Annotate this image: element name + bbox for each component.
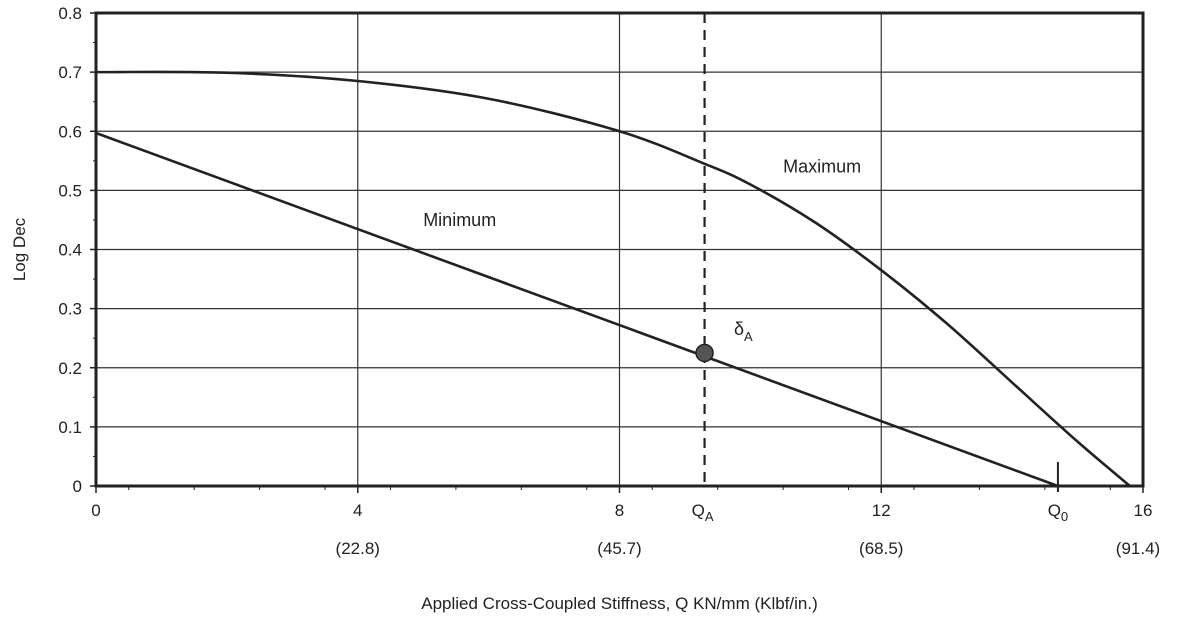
y-tick-label: 0.3 <box>58 300 82 319</box>
series-line-minimum <box>95 131 1059 488</box>
y-tick-label: 0.6 <box>58 122 82 141</box>
series-line-maximum <box>95 70 1131 487</box>
delta-a-label: δA <box>734 319 753 344</box>
y-tick-label: 0.2 <box>58 359 82 378</box>
delta-a-point <box>695 343 714 363</box>
y-tick-label: 0.7 <box>58 63 82 82</box>
y-tick-label: 0.5 <box>58 181 82 200</box>
x-tick-secondary-label: (68.5) <box>859 539 903 558</box>
x-tick-label: 16 <box>1134 501 1153 520</box>
y-tick-label: 0.4 <box>58 241 82 260</box>
x-tick-secondary-label: (91.4) <box>1116 539 1160 558</box>
y-tick-label: 0.1 <box>58 418 82 437</box>
tick-layer: 0 0.1 0.2 0.3 0.4 0.5 0.6 0.7 0.8 0 4 (22.8) 8 (45.7)… <box>58 4 1160 558</box>
y-tick-label: 0.8 <box>58 4 82 23</box>
qa-label: QA <box>692 501 714 524</box>
x-tick-secondary-label: (45.7) <box>597 539 641 558</box>
x-tick-label: 8 <box>615 501 624 520</box>
maximum-label: Maximum <box>783 157 861 177</box>
x-axis-title: Applied Cross-Coupled Stiffness, Q KN/mm… <box>421 594 818 613</box>
y-tick-label: 0 <box>73 477 82 496</box>
q0-label: Q0 <box>1048 501 1068 524</box>
x-tick-secondary-label: (22.8) <box>336 539 380 558</box>
y-axis-title: Log Dec <box>10 217 29 281</box>
grid <box>96 13 1143 486</box>
annotation-layer: δA Maximum Minimum <box>423 13 1059 492</box>
x-tick-label: 12 <box>872 501 891 520</box>
x-tick-label: 0 <box>91 501 100 520</box>
minimum-label: Minimum <box>423 210 496 230</box>
x-tick-label: 4 <box>353 501 362 520</box>
series-layer <box>95 70 1131 488</box>
